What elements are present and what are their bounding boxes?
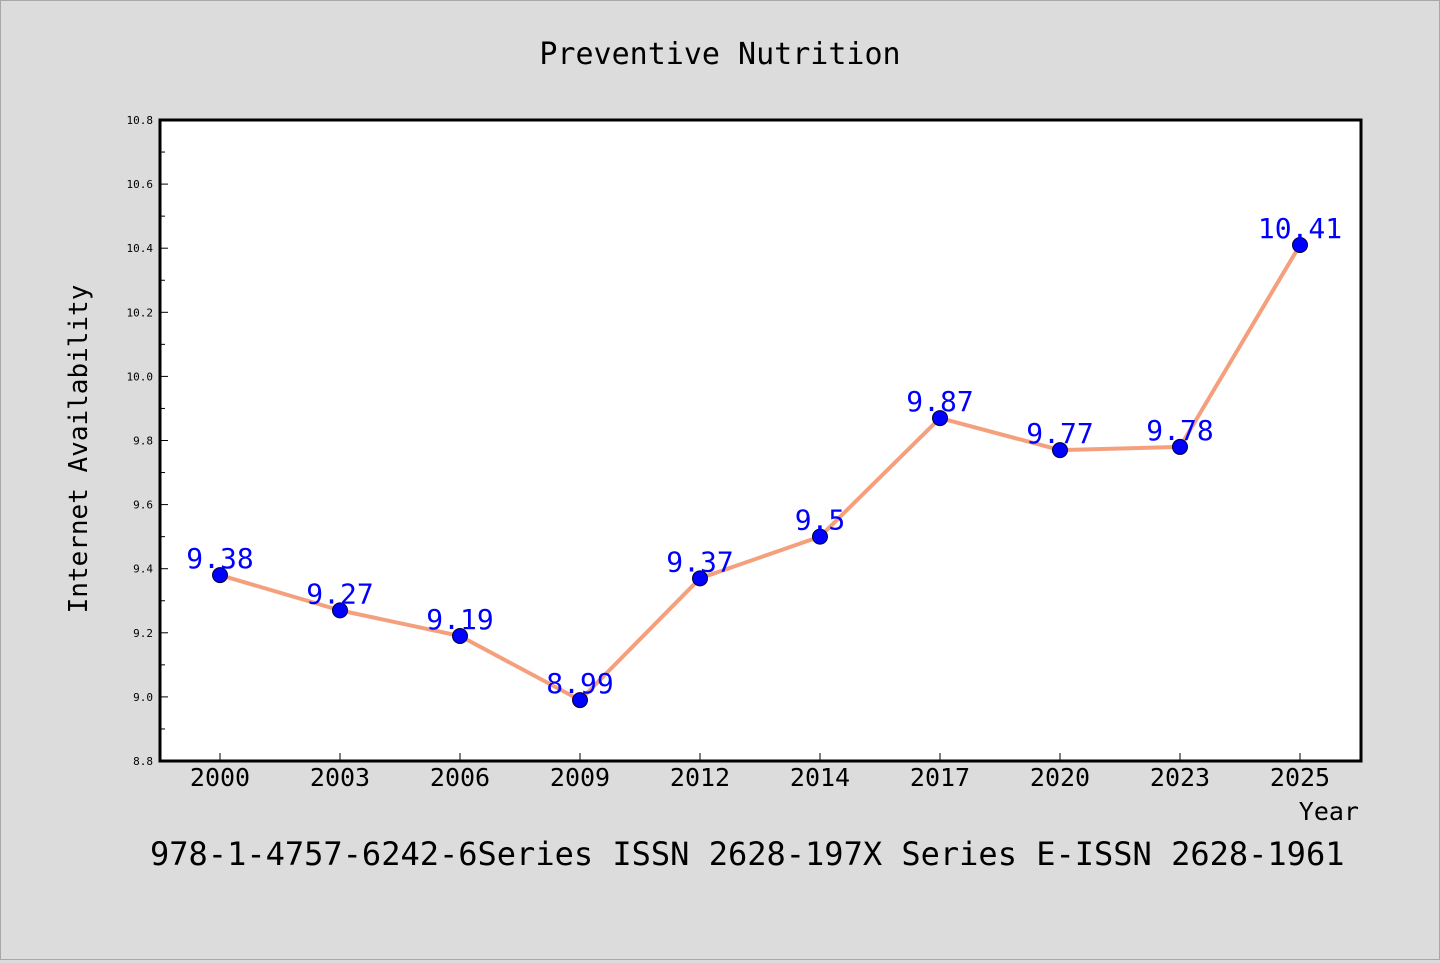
data-point [812,528,828,545]
x-axis-label: Year [1299,797,1359,826]
y-tick-label: 9.8 [133,435,153,448]
series-line [219,243,1302,703]
x-tick-label: 2023 [1150,763,1210,792]
chart-title: Preventive Nutrition [539,37,900,72]
data-point [212,567,228,584]
data-labels: 9.38 9.27 9.19 8.99 9.37 9.5 9.87 9.77 9.78 10.41 [186,212,1342,700]
x-tick-label: 2003 [310,763,370,792]
data-point [1292,236,1308,253]
data-point [1172,438,1188,455]
data-point [452,628,468,645]
data-label: 8.99 [546,667,613,700]
x-axis: 2000 2003 2006 2009 2012 2014 2017 2020 2023 2025 [190,753,1330,792]
data-label: 9.78 [1146,414,1213,447]
y-axis-label: Internet Availability [64,285,94,614]
data-point [1052,442,1068,459]
x-tick-label: 2014 [790,763,850,792]
data-point [572,692,588,709]
y-tick-label: 10.4 [127,242,154,255]
x-tick-label: 2006 [430,763,490,792]
x-tick-label: 2017 [910,763,970,792]
y-tick-label: 9.4 [133,563,153,576]
y-axis: 8.8 9.0 9.2 9.4 9.6 9.8 10.0 10.2 10.4 10.6 10.8 [127,114,168,768]
y-tick-label: 9.6 [133,499,153,512]
y-tick-label: 10.0 [127,370,154,383]
x-tick-label: 2020 [1030,763,1090,792]
data-label: 9.77 [1026,417,1093,450]
data-point [332,602,348,619]
x-tick-label: 2012 [670,763,730,792]
y-tick-label: 9.2 [133,627,153,640]
data-label: 9.87 [906,385,973,418]
plot-area [158,118,1363,763]
data-point [692,570,708,587]
data-label: 9.19 [426,603,493,636]
data-label: 9.37 [666,545,733,578]
y-tick-label: 8.8 [133,755,153,768]
x-tick-label: 2025 [1270,763,1330,792]
y-tick-label: 10.2 [127,306,154,319]
series-markers [212,236,1308,709]
data-label: 9.27 [306,577,373,610]
data-label: 9.5 [795,504,846,537]
x-tick-label: 2009 [550,763,610,792]
x-tick-label: 2000 [190,763,250,792]
data-point [932,410,948,427]
data-label: 9.38 [186,542,253,575]
y-tick-label: 10.6 [127,178,154,191]
data-label: 10.41 [1258,212,1342,245]
y-tick-label: 9.0 [133,691,153,704]
footer-text: 978-1-4757-6242-6Series ISSN 2628-197X S… [150,835,1344,873]
y-tick-label: 10.8 [127,114,154,127]
